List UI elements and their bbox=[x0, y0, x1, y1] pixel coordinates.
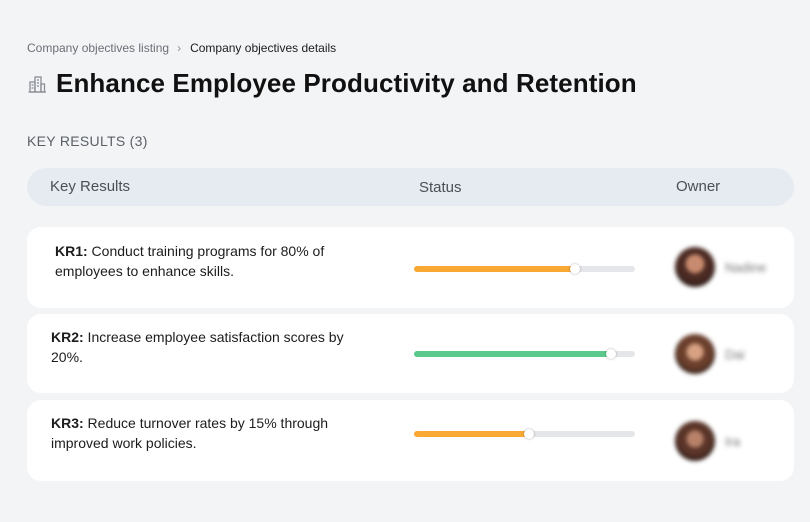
page-title: Enhance Employee Productivity and Retent… bbox=[56, 68, 637, 98]
status-progress-bar bbox=[414, 349, 635, 359]
key-result-text: Increase employee satisfaction scores by… bbox=[51, 329, 344, 365]
column-header-owner: Owner bbox=[676, 178, 721, 195]
buildings-icon bbox=[28, 75, 46, 93]
status-progress-bar bbox=[414, 429, 635, 439]
progress-handle[interactable] bbox=[605, 349, 616, 359]
breadcrumb-current: Company objectives details bbox=[190, 41, 337, 55]
chevron-right-icon: › bbox=[177, 41, 182, 55]
key-result-text: Conduct training programs for 80% of emp… bbox=[55, 243, 325, 279]
key-results-count-label: KEY RESULTS (3) bbox=[27, 133, 148, 149]
owner-name: Nadine bbox=[725, 259, 767, 275]
key-result-row[interactable]: KR3: Reduce turnover rates by 15% throug… bbox=[27, 400, 794, 481]
progress-fill bbox=[414, 431, 529, 437]
owner-name: Dai bbox=[725, 346, 745, 362]
key-result-description: KR3: Reduce turnover rates by 15% throug… bbox=[51, 413, 351, 453]
avatar bbox=[675, 334, 715, 374]
owner-cell: Ira bbox=[675, 421, 740, 461]
column-header-status: Status bbox=[419, 179, 462, 196]
title-row: Enhance Employee Productivity and Retent… bbox=[27, 68, 637, 99]
status-progress-bar bbox=[414, 264, 635, 274]
key-result-row[interactable]: KR1: Conduct training programs for 80% o… bbox=[27, 227, 794, 308]
key-result-code: KR1: bbox=[55, 243, 88, 259]
key-result-description: KR1: Conduct training programs for 80% o… bbox=[55, 241, 355, 281]
breadcrumb-link-objectives-listing[interactable]: Company objectives listing bbox=[27, 41, 170, 55]
table-header: Key Results Status Owner bbox=[27, 168, 794, 206]
key-result-code: KR2: bbox=[51, 329, 84, 345]
owner-cell: Dai bbox=[675, 334, 745, 374]
key-result-code: KR3: bbox=[51, 415, 84, 431]
owner-cell: Nadine bbox=[675, 247, 766, 287]
avatar bbox=[675, 247, 715, 287]
breadcrumb: Company objectives listing › Company obj… bbox=[27, 41, 336, 55]
avatar bbox=[675, 421, 715, 461]
progress-fill bbox=[414, 351, 611, 357]
progress-handle[interactable] bbox=[570, 264, 581, 274]
key-result-row[interactable]: KR2: Increase employee satisfaction scor… bbox=[27, 314, 794, 393]
column-header-key-results: Key Results bbox=[50, 178, 131, 195]
owner-name: Ira bbox=[725, 433, 741, 449]
key-result-text: Reduce turnover rates by 15% through imp… bbox=[51, 415, 329, 451]
progress-fill bbox=[414, 266, 576, 272]
progress-handle[interactable] bbox=[523, 429, 534, 439]
key-result-description: KR2: Increase employee satisfaction scor… bbox=[51, 327, 351, 367]
